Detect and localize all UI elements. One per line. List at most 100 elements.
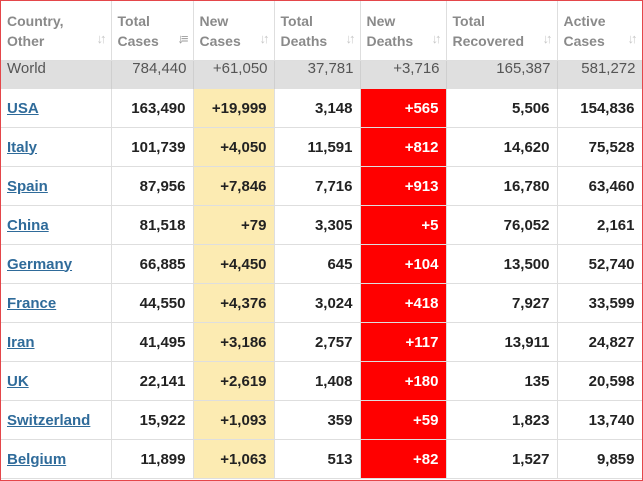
country-link[interactable]: France [7,294,57,312]
total-deaths-cell: 3,148 [274,89,361,128]
table-body: World 784,440 +61,050 37,781 +3,716 165,… [1,60,642,479]
new-deaths-cell: +913 [360,166,447,206]
active-cases-cell: 52,740 [557,244,642,284]
column-header-total-deaths[interactable]: Total Deaths ↓↑ [274,1,361,61]
table-row: Belgium 11,899 +1,063 513 +82 1,527 9,859 [1,439,642,479]
new-deaths-cell: +5 [360,205,447,245]
table-row: Switzerland 15,922 +1,093 359 +59 1,823 13,740 [1,400,642,440]
active-cases-cell: 75,528 [557,127,642,167]
total-deaths-cell: 513 [274,439,361,479]
total-recovered-cell: 1,823 [446,400,558,440]
country-cell: France [1,283,112,323]
sort-icon[interactable]: ↓↑ [96,31,107,46]
header-line-2: Cases [199,32,241,49]
column-header-country-other[interactable]: Country, Other ↓↑ [1,1,112,61]
table-row: Spain 87,956 +7,846 7,716 +913 16,780 63,460 [1,166,642,206]
total-deaths-cell: 645 [274,244,361,284]
new-deaths-cell: +104 [360,244,447,284]
sort-icon[interactable]: ↓↑ [627,31,638,46]
header-line-1: Total [280,12,313,29]
table-header: Country, Other ↓↑ Total Cases ↓≡ New Cases ↓↑ Tot… [1,1,642,61]
country-link[interactable]: Germany [7,255,73,273]
total-recovered-cell: 13,500 [446,244,558,284]
total-cases-cell: 66,885 [111,244,194,284]
country-cell: Iran [1,322,112,362]
table-row: Italy 101,739 +4,050 11,591 +812 14,620 75,528 [1,127,642,167]
country-cell: UK [1,361,112,401]
column-header-active-cases[interactable]: Active Cases ↓↑ [557,1,642,61]
table-row: USA 163,490 +19,999 3,148 +565 5,506 154,836 [1,89,642,128]
header-row: Country, Other ↓↑ Total Cases ↓≡ New Cases ↓↑ Tot… [1,1,642,61]
column-header-label: Active Cases [564,11,636,51]
column-header-label: Country, Other [7,11,105,51]
header-line-1: New [199,12,229,29]
active-cases-cell: 154,836 [557,89,642,128]
new-cases-cell: +19,999 [193,89,275,128]
country-cell: Switzerland [1,400,112,440]
total-recovered-cell: 7,927 [446,283,558,323]
total-cases-cell: 22,141 [111,361,194,401]
country-link[interactable]: Belgium [7,450,67,468]
total-recovered-cell: 1,527 [446,439,558,479]
active-cases-cell: 2,161 [557,205,642,245]
new-cases-cell: +3,186 [193,322,275,362]
world-total-recovered-cell: 165,387 [446,60,558,89]
header-line-2: Other [7,32,45,49]
country-cell: USA [1,89,112,128]
active-cases-cell: 13,740 [557,400,642,440]
country-link[interactable]: UK [7,372,29,390]
sort-icon[interactable]: ↓↑ [542,31,553,46]
new-deaths-cell: +117 [360,322,447,362]
table-row: Iran 41,495 +3,186 2,757 +117 13,911 24,827 [1,322,642,362]
world-new-deaths-cell: +3,716 [360,60,447,89]
sort-desc-icon[interactable]: ↓≡ [177,31,188,46]
column-header-new-cases[interactable]: New Cases ↓↑ [193,1,275,61]
country-link[interactable]: Italy [7,138,38,156]
column-header-label: New Deaths [367,11,440,51]
column-header-label: Total Recovered [453,11,551,51]
column-header-total-cases[interactable]: Total Cases ↓≡ [111,1,194,61]
total-recovered-cell: 135 [446,361,558,401]
total-cases-cell: 11,899 [111,439,194,479]
total-deaths-cell: 3,305 [274,205,361,245]
header-line-1: Total [117,12,150,29]
country-link[interactable]: Switzerland [7,411,91,429]
new-deaths-cell: +812 [360,127,447,167]
total-deaths-cell: 1,408 [274,361,361,401]
sort-icon[interactable]: ↓↑ [345,31,356,46]
table-row: France 44,550 +4,376 3,024 +418 7,927 33,599 [1,283,642,323]
new-deaths-cell: +82 [360,439,447,479]
world-total-cases-cell: 784,440 [111,60,194,89]
world-total-row: World 784,440 +61,050 37,781 +3,716 165,… [1,60,642,89]
new-cases-cell: +4,050 [193,127,275,167]
total-cases-cell: 41,495 [111,322,194,362]
column-header-label: New Cases [200,11,268,51]
country-link[interactable]: Spain [7,177,48,195]
total-deaths-cell: 2,757 [274,322,361,362]
new-cases-cell: +7,846 [193,166,275,206]
total-cases-cell: 44,550 [111,283,194,323]
world-total-deaths-cell: 37,781 [274,60,361,89]
header-line-1: Country, [7,12,64,29]
column-header-new-deaths[interactable]: New Deaths ↓↑ [360,1,447,61]
country-link[interactable]: China [7,216,49,234]
total-recovered-cell: 13,911 [446,322,558,362]
sort-icon[interactable]: ↓↑ [431,31,442,46]
new-cases-cell: +79 [193,205,275,245]
table-row: Germany 66,885 +4,450 645 +104 13,500 52,740 [1,244,642,284]
header-line-2: Cases [563,32,605,49]
world-new-cases-cell: +61,050 [193,60,275,89]
country-link[interactable]: Iran [7,333,35,351]
total-recovered-cell: 14,620 [446,127,558,167]
total-cases-cell: 163,490 [111,89,194,128]
header-line-2: Deaths [366,32,414,49]
active-cases-cell: 63,460 [557,166,642,206]
country-link[interactable]: USA [7,99,39,117]
total-cases-cell: 101,739 [111,127,194,167]
sort-icon[interactable]: ↓↑ [259,31,270,46]
total-deaths-cell: 7,716 [274,166,361,206]
column-header-total-recovered[interactable]: Total Recovered ↓↑ [446,1,558,61]
country-cell: Italy [1,127,112,167]
